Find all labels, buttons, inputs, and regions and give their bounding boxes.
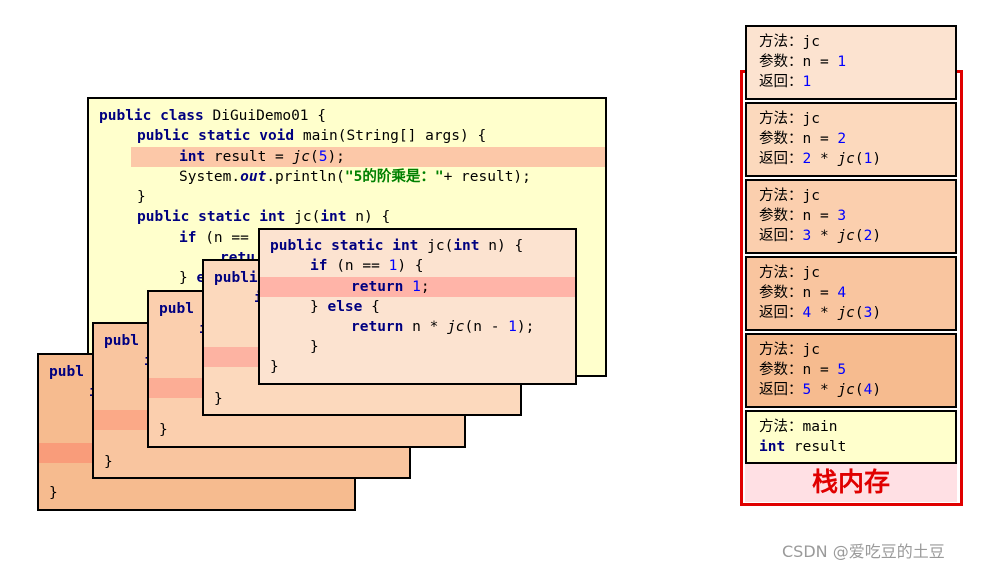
stack-memory-outline — [740, 70, 963, 506]
watermark: CSDN @爱吃豆的土豆 — [782, 542, 945, 561]
code-line: System.out.println("5的阶乘是："+ result); — [179, 169, 531, 185]
code-line: } e — [179, 270, 206, 286]
code-line: return n * jc(n - 1); — [351, 319, 535, 335]
code-line: publ — [49, 364, 84, 380]
stack-memory-label: 栈内存 — [745, 464, 957, 502]
stack-frame-jc-5: 方法：jc 参数：n = 5 返回：5 * jc(4) — [745, 333, 957, 408]
code-line: if (n == — [179, 230, 249, 246]
stack-frame-jc-1: 方法：jc 参数：n = 1 返回：1 — [745, 25, 957, 100]
stack-frame-jc-4: 方法：jc 参数：n = 4 返回：4 * jc(3) — [745, 256, 957, 331]
code-line: } — [270, 359, 279, 375]
highlight-line — [131, 147, 605, 167]
code-line: } — [310, 339, 319, 355]
code-line: if (n == 1) { — [310, 258, 424, 274]
highlight-line — [260, 277, 575, 297]
code-line: } — [214, 391, 223, 407]
recursion-frame-1: public static int jc(int n) { if (n == 1… — [258, 228, 577, 385]
code-line: publ — [104, 333, 139, 349]
code-line: public static int jc(int n) { — [137, 209, 391, 225]
stack-frame-jc-2: 方法：jc 参数：n = 2 返回：2 * jc(1) — [745, 102, 957, 177]
code-line: public static int jc(int n) { — [270, 238, 524, 254]
code-line: } — [159, 422, 168, 438]
code-line: public class DiGuiDemo01 { — [99, 108, 326, 124]
code-line: } — [137, 189, 146, 205]
stack-frame-jc-3: 方法：jc 参数：n = 3 返回：3 * jc(2) — [745, 179, 957, 254]
stack-frame-main: 方法：main int result — [745, 410, 957, 464]
code-line: } — [104, 454, 113, 470]
code-line: publi — [214, 270, 258, 286]
code-line: int result = jc(5); — [179, 149, 345, 165]
code-line: } — [49, 485, 58, 501]
code-line: } else { — [310, 299, 380, 315]
code-line: public static void main(String[] args) { — [137, 128, 487, 144]
code-line: return 1; — [351, 279, 430, 295]
code-line: publ — [159, 301, 194, 317]
